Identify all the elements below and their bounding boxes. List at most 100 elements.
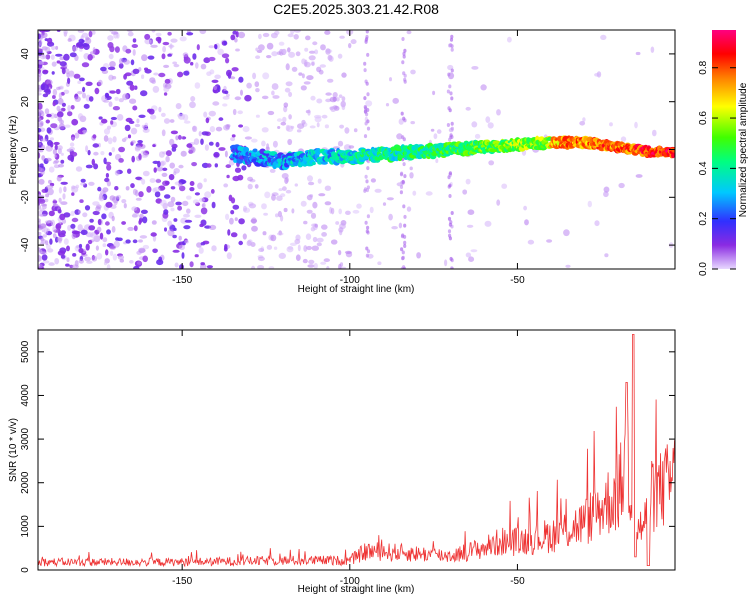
spectrogram-cell xyxy=(67,38,72,42)
spectrogram-cell xyxy=(258,248,265,252)
spectrogram-cell xyxy=(115,237,120,241)
spectrogram-cell xyxy=(138,153,142,160)
spectrogram-cell xyxy=(132,105,138,111)
spectrogram-cell xyxy=(71,192,75,196)
spectrogram-cell xyxy=(217,85,221,93)
spectrogram-cell xyxy=(363,68,367,73)
spectrogram-cell xyxy=(295,51,301,57)
spectrogram-cell xyxy=(297,244,301,252)
spectrogram-cell xyxy=(60,181,68,185)
spectrogram-cell xyxy=(467,209,475,215)
spectrogram-cell xyxy=(192,199,200,204)
spectrogram-cell xyxy=(87,149,91,156)
spectrogram-cell xyxy=(377,261,382,266)
spectrogram-cell xyxy=(151,220,157,225)
spectrogram-cell xyxy=(38,127,42,133)
spectrogram-cell xyxy=(173,218,178,222)
spectrogram-cell xyxy=(150,114,157,120)
spectrogram-cell xyxy=(401,60,405,65)
spectrogram-xtick-label: -150 xyxy=(172,275,192,286)
spectrogram-cell xyxy=(261,140,266,147)
spectrogram-cell xyxy=(52,200,58,204)
spectrogram-cell xyxy=(240,89,243,96)
spectrogram-cell xyxy=(111,226,116,233)
spectrogram-cell xyxy=(365,100,373,107)
spectrogram-cell xyxy=(365,253,369,258)
spectrogram-cell xyxy=(217,48,224,55)
spectrogram-cell xyxy=(470,249,478,253)
spectrogram-cell xyxy=(71,217,79,223)
spectrogram-cell xyxy=(465,106,471,111)
spectrogram-cell xyxy=(230,137,236,142)
spectrogram-cell xyxy=(38,263,43,269)
colorbar-tick-label: 0.6 xyxy=(698,111,709,125)
spectrogram-cell xyxy=(63,186,67,193)
spectrogram-cell xyxy=(328,55,334,62)
spectrogram-cell xyxy=(160,199,167,207)
spectrogram-cell xyxy=(208,141,214,146)
spectrogram-cell xyxy=(369,206,374,214)
spectrogram-cell xyxy=(374,188,382,193)
spectrogram-cell xyxy=(54,144,58,151)
spectrogram-cell xyxy=(401,179,405,184)
spectrogram-cell xyxy=(127,134,132,139)
spectrogram-cell xyxy=(238,218,245,225)
spectrogram-cell xyxy=(55,53,63,57)
spectrogram-cell xyxy=(93,151,99,156)
spectrogram-cell xyxy=(225,57,230,64)
spectrogram-cell xyxy=(203,111,208,118)
spectrogram-cell xyxy=(288,114,292,120)
spectrogram-cell xyxy=(132,38,137,43)
spectrogram-cell xyxy=(57,145,63,151)
spectrogram-cell xyxy=(158,256,163,262)
spectrogram-cell xyxy=(175,103,182,110)
spectrogram-cell xyxy=(447,72,451,77)
spectrogram-cell xyxy=(198,131,202,137)
spectrogram-cell xyxy=(122,93,129,101)
spectrogram-cell xyxy=(430,128,435,132)
spectrogram-cell xyxy=(97,79,103,86)
spectrogram-cell xyxy=(285,177,289,183)
spectrogram-cell xyxy=(223,41,227,46)
spectrogram-cell xyxy=(82,212,88,218)
spectrogram-cell xyxy=(105,201,113,208)
spectrogram-cell xyxy=(58,197,62,203)
spectrogram-cell xyxy=(94,87,100,95)
spectrogram-cell xyxy=(320,261,327,265)
spectrogram-cell xyxy=(352,209,360,214)
spectrogram-cell xyxy=(183,120,191,124)
spectrogram-cell xyxy=(59,213,66,221)
spectrogram-cell xyxy=(278,41,285,46)
spectrogram-cell xyxy=(398,222,403,229)
spectrogram-cell xyxy=(38,110,45,118)
spectrogram-cell xyxy=(179,264,184,269)
spectrogram-cell xyxy=(149,39,154,45)
spectrogram-cell xyxy=(209,69,215,75)
spectrogram-cell xyxy=(165,150,172,157)
spectrogram-cell xyxy=(204,191,212,199)
spectrogram-cell xyxy=(337,140,344,147)
spectrogram-cell xyxy=(382,202,387,206)
spectrogram-cell xyxy=(205,117,210,124)
spectrogram-cell xyxy=(238,76,244,83)
spectrogram-cell xyxy=(126,80,134,86)
spectrogram-cell xyxy=(157,37,162,44)
spectrogram-cell xyxy=(308,50,316,54)
spectrogram-cell xyxy=(97,186,102,192)
spectrogram-cell xyxy=(401,37,405,41)
spectrogram-cell xyxy=(291,208,295,214)
chart-title: C2E5.2025.303.21.42.R08 xyxy=(273,1,439,17)
spectrogram-cell xyxy=(88,181,95,186)
spectrogram-cell xyxy=(271,194,276,201)
spectrogram-cell xyxy=(42,234,47,238)
spectrogram-cell xyxy=(208,110,216,117)
spectrogram-cell xyxy=(338,263,342,269)
spectrogram-cell xyxy=(102,190,107,195)
spectrogram-cell xyxy=(652,129,657,137)
spectrogram-cell xyxy=(121,221,126,225)
colorbar-ticks: 0.0 0.2 0.4 0.6 0.8 xyxy=(698,60,736,276)
spectrogram-cell xyxy=(38,225,43,231)
spectrogram-cell xyxy=(51,45,56,51)
snr-ylabel: SNR (10 * v/v) xyxy=(8,418,19,482)
spectrogram-cell xyxy=(226,124,231,128)
